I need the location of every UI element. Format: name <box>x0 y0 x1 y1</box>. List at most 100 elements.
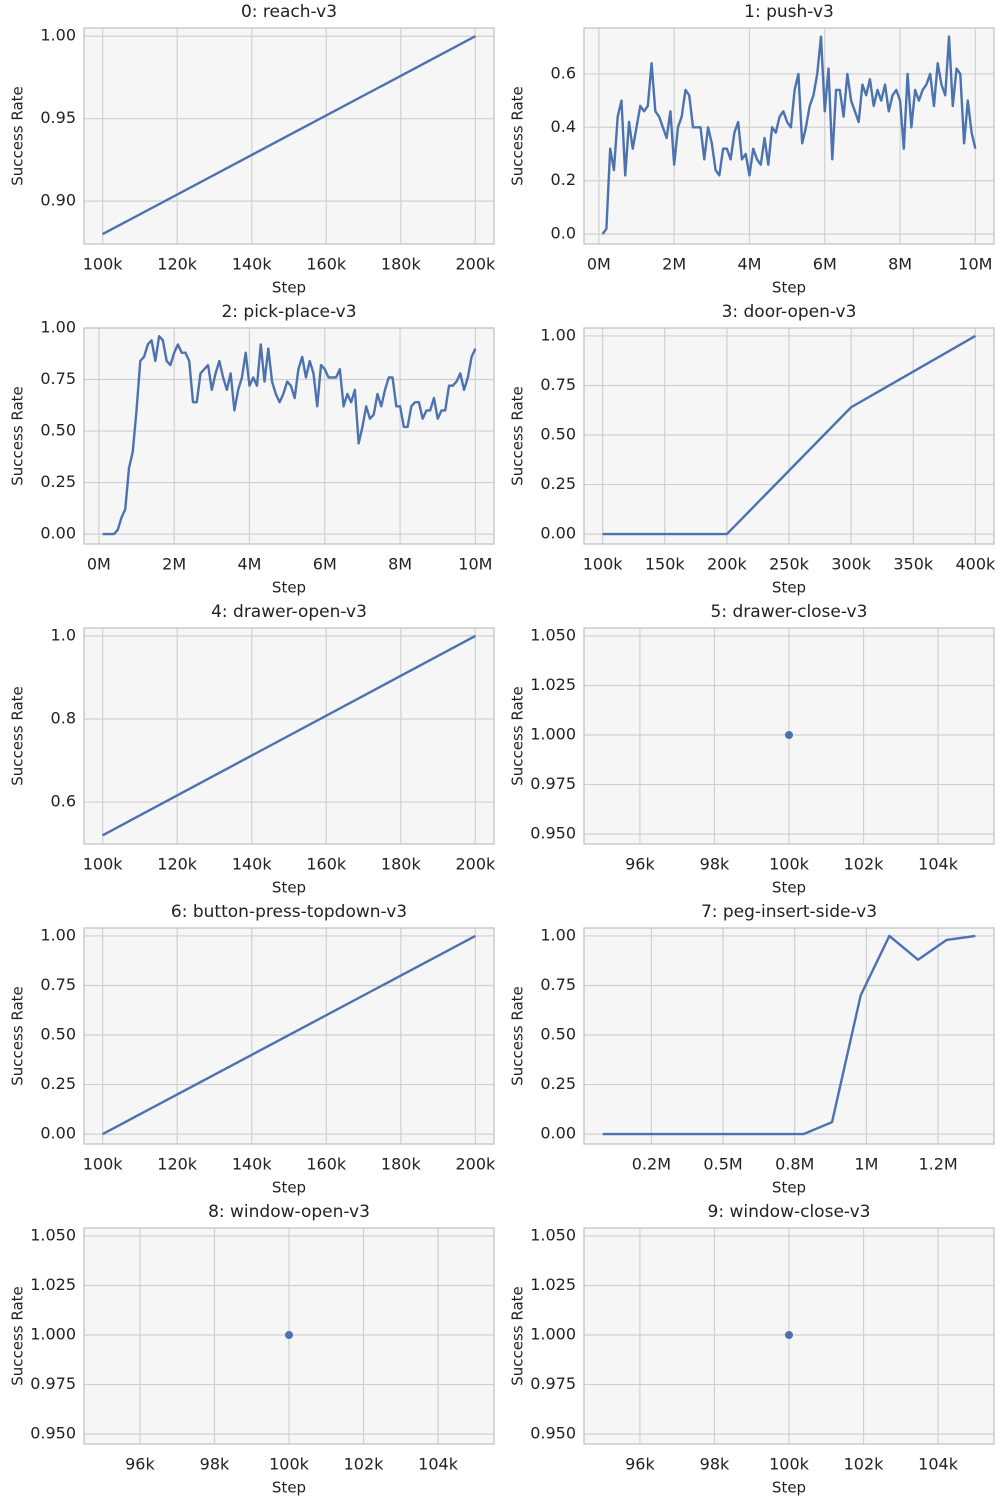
y-tick-label: 1.00 <box>40 318 76 337</box>
y-tick-label: 0.75 <box>540 375 576 394</box>
x-tick-label: 96k <box>625 1455 655 1474</box>
plot-frame <box>583 27 995 245</box>
subplot-title: 0: reach-v3 <box>241 2 337 22</box>
x-tick-label: 0M <box>587 255 611 274</box>
line-series <box>102 934 476 1136</box>
x-tick-label: 150k <box>645 555 686 574</box>
y-tick-label: 1.025 <box>30 1275 76 1294</box>
x-tick-label: 300k <box>831 555 872 574</box>
y-tick-label: 0.75 <box>40 975 76 994</box>
x-tick-label: 104k <box>918 1455 959 1474</box>
y-tick-label: 1.00 <box>540 925 576 944</box>
subplot-title: 2: pick-place-v3 <box>221 302 356 322</box>
subplot: 0.00 0.25 0.50 0.75 1.00 100k 120k 140k 160k 180k… <box>9 902 496 1197</box>
plot-frame <box>83 1227 495 1445</box>
plot-frame <box>83 627 495 845</box>
x-tick-label: 100k <box>769 855 810 874</box>
subplot-title: 4: drawer-open-v3 <box>211 602 367 622</box>
y-tick-label: 0.25 <box>40 472 76 491</box>
y-axis-label: Success Rate <box>9 686 27 786</box>
x-tick-label: 200k <box>455 255 496 274</box>
x-axis-label: Step <box>272 1479 306 1497</box>
x-tick-label: 0.5M <box>703 1155 742 1174</box>
y-tick-label: 0.50 <box>540 425 576 444</box>
x-tick-label: 200k <box>455 1155 496 1174</box>
y-tick-label: 0.8 <box>51 708 76 727</box>
plot-frame <box>83 927 495 1145</box>
subplot: 0.90 0.95 1.00 100k 120k 140k 160k 180k 200k 0: r… <box>9 2 496 297</box>
x-tick-label: 120k <box>157 255 198 274</box>
x-tick-label: 6M <box>813 255 837 274</box>
y-tick-label: 0.25 <box>40 1074 76 1093</box>
y-tick-label: 0.50 <box>40 421 76 440</box>
y-tick-label: 0.00 <box>40 1124 76 1143</box>
point <box>285 1331 293 1340</box>
x-tick-label: 140k <box>232 1155 273 1174</box>
y-axis-label: Success Rate <box>9 986 27 1086</box>
x-tick-label: 160k <box>306 855 347 874</box>
y-tick-label: 0.50 <box>40 1025 76 1044</box>
x-tick-label: 140k <box>232 255 273 274</box>
x-tick-label: 1M <box>854 1155 878 1174</box>
y-tick-label: 0.950 <box>30 1424 76 1443</box>
x-tick-label: 104k <box>918 855 959 874</box>
y-tick-label: 0.950 <box>530 1424 576 1443</box>
x-tick-label: 120k <box>157 855 198 874</box>
y-tick-label: 0.0 <box>551 224 576 243</box>
plot-frame <box>583 327 995 545</box>
y-axis-label: Success Rate <box>9 386 27 486</box>
subplot: 0.00 0.25 0.50 0.75 1.00 100k 150k 200k 250k 300k… <box>509 302 996 597</box>
subplot: 0.950 0.975 1.000 1.025 1.050 96k 98k 100k 102k 1… <box>509 602 995 897</box>
x-axis-label: Step <box>772 1179 806 1197</box>
line-series <box>102 335 477 536</box>
x-tick-label: 4M <box>737 255 761 274</box>
x-axis-label: Step <box>272 879 306 897</box>
x-tick-label: 102k <box>844 855 885 874</box>
x-axis-label: Step <box>772 579 806 597</box>
y-tick-label: 0.950 <box>530 824 576 843</box>
y-tick-label: 1.00 <box>540 325 576 344</box>
x-axis-label: Step <box>272 1179 306 1197</box>
y-tick-label: 1.000 <box>530 1325 576 1344</box>
plot-frame <box>83 27 495 245</box>
subplot-title: 6: button-press-topdown-v3 <box>171 902 407 922</box>
line-series <box>602 334 976 536</box>
subplot: 0.0 0.2 0.4 0.6 0M 2M 4M 6M 8M 10M 1: push-v3 Step S… <box>509 2 995 297</box>
y-tick-label: 0.90 <box>40 191 76 210</box>
subplot-title: 8: window-open-v3 <box>208 1202 370 1222</box>
x-tick-label: 0M <box>87 555 111 574</box>
x-tick-label: 2M <box>662 255 686 274</box>
y-axis-label: Success Rate <box>509 86 527 186</box>
plot-area <box>84 328 494 544</box>
x-axis-label: Step <box>772 879 806 897</box>
x-tick-label: 98k <box>700 855 730 874</box>
subplot-title: 1: push-v3 <box>744 2 834 22</box>
y-tick-label: 0.975 <box>530 774 576 793</box>
y-tick-label: 0.25 <box>540 1074 576 1093</box>
x-tick-label: 100k <box>83 255 124 274</box>
x-axis-label: Step <box>772 279 806 297</box>
y-tick-label: 0.95 <box>40 108 76 127</box>
subplot: 0.00 0.25 0.50 0.75 1.00 0M 2M 4M 6M 8M 10M 2: pick… <box>9 302 495 597</box>
y-tick-label: 1.025 <box>530 675 576 694</box>
x-axis-label: Step <box>772 1479 806 1497</box>
x-tick-label: 10M <box>458 555 492 574</box>
y-tick-label: 1.000 <box>30 1325 76 1344</box>
subplot: 0.00 0.25 0.50 0.75 1.00 0.2M 0.5M 0.8M 1M 1.2M 7:… <box>509 902 995 1197</box>
subplot: 0.950 0.975 1.000 1.025 1.050 96k 98k 100k 102k 1… <box>9 1202 495 1497</box>
y-tick-label: 1.000 <box>530 725 576 744</box>
line-series <box>601 35 977 235</box>
subplot-title: 9: window-close-v3 <box>708 1202 871 1222</box>
x-tick-label: 100k <box>269 1455 310 1474</box>
x-tick-label: 100k <box>83 1155 124 1174</box>
subplot-title: 5: drawer-close-v3 <box>711 602 868 622</box>
x-tick-label: 100k <box>769 1455 810 1474</box>
x-tick-label: 10M <box>958 255 992 274</box>
x-tick-label: 100k <box>83 855 124 874</box>
plot-area <box>584 928 994 1144</box>
x-tick-label: 160k <box>306 255 347 274</box>
x-tick-label: 0.8M <box>775 1155 814 1174</box>
x-tick-label: 180k <box>381 855 422 874</box>
y-axis-label: Success Rate <box>509 686 527 786</box>
